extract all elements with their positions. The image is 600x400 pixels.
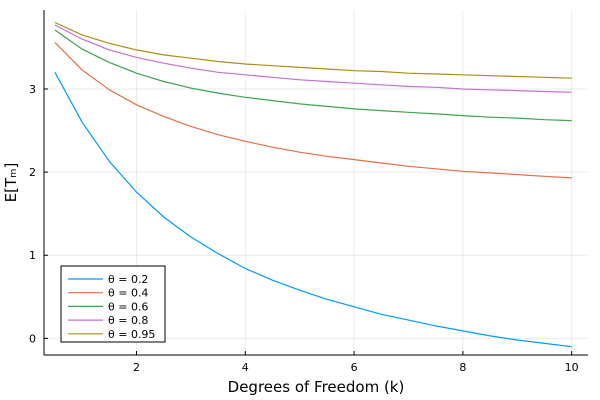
legend-label: θ = 0.2 xyxy=(108,273,148,286)
series-line xyxy=(54,29,572,122)
x-tick-label: 6 xyxy=(351,361,358,374)
y-tick-label: 0 xyxy=(29,332,36,345)
series-lines xyxy=(54,21,572,348)
y-tick-label: 3 xyxy=(29,83,36,96)
series-line xyxy=(54,24,572,93)
grid-lines xyxy=(44,10,588,355)
x-tick-label: 2 xyxy=(133,361,140,374)
y-tick-label: 2 xyxy=(29,166,36,179)
axes xyxy=(43,10,588,356)
x-axis-title: Degrees of Freedom (k) xyxy=(228,378,405,396)
series-line xyxy=(54,72,572,348)
y-axis-title: E[Tₘ] xyxy=(2,163,20,203)
x-tick-label: 10 xyxy=(565,361,579,374)
series-line xyxy=(54,41,572,179)
legend-label: θ = 0.4 xyxy=(108,287,148,300)
legend-label: θ = 0.95 xyxy=(108,328,155,341)
legend-label: θ = 0.8 xyxy=(108,314,148,327)
legend-label: θ = 0.6 xyxy=(108,300,148,313)
x-tick-label: 4 xyxy=(242,361,249,374)
y-tick-label: 1 xyxy=(29,249,36,262)
series-line xyxy=(54,21,572,79)
legend: θ = 0.2θ = 0.4θ = 0.6θ = 0.8θ = 0.95 xyxy=(60,265,166,343)
ticks: 2 4 6 8 10 0 1 2 3 xyxy=(29,83,579,374)
x-tick-label: 8 xyxy=(459,361,466,374)
